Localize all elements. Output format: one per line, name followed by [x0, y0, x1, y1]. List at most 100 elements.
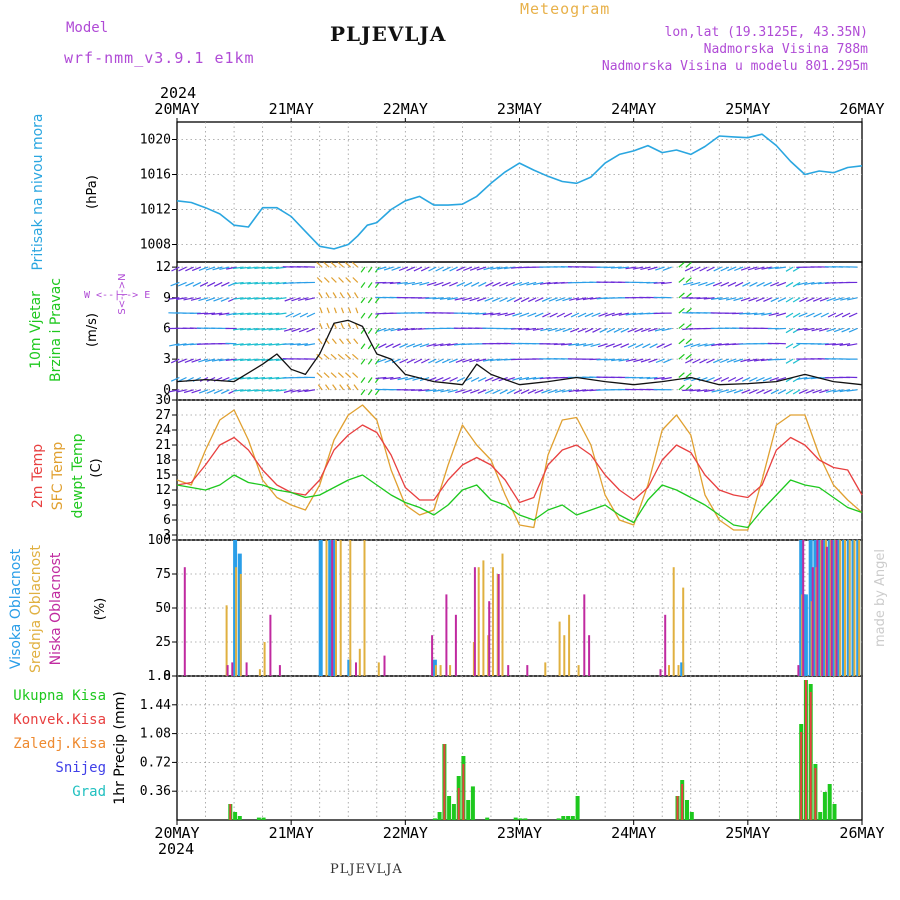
wind-arrow — [476, 358, 487, 362]
temp2m-axis-label: 2m Temp — [30, 444, 46, 508]
wind-arrow — [316, 372, 323, 378]
wind-arrow — [792, 281, 801, 288]
wind-arrow — [268, 297, 280, 300]
y-tick-label: 100 — [148, 533, 171, 548]
x-tick-label-bottom: 23MAY — [497, 824, 542, 842]
wind-arrow — [254, 281, 266, 285]
x-tick-label-bottom: 21MAY — [269, 824, 314, 842]
cloud-bar-2 — [825, 546, 828, 676]
precip-bar-0 — [437, 812, 442, 820]
wind-arrow — [306, 327, 316, 333]
cloud-bar-2 — [226, 665, 229, 676]
wind-arrow — [575, 297, 587, 301]
wind-arrow — [620, 327, 630, 333]
wind-arrow — [660, 281, 672, 285]
wind-arrow — [325, 292, 330, 299]
wind-arrow — [655, 266, 665, 271]
wind-arrow — [268, 389, 280, 392]
precip-bar-0 — [513, 817, 518, 820]
wind-units: (m/s) — [85, 313, 100, 347]
y-tick-label: 0.36 — [140, 784, 171, 799]
wind-arrow — [232, 281, 244, 285]
x-tick-label-bottom: 26MAY — [839, 824, 884, 842]
y-tick-label: 1008 — [140, 238, 171, 253]
wind-arrow — [776, 312, 787, 317]
cloud-bar-2 — [278, 665, 281, 676]
wind-arrow — [316, 261, 323, 268]
wind-arrow — [846, 343, 858, 347]
wind-arrow — [811, 281, 822, 285]
wind-arrow — [247, 312, 258, 316]
precip-bar-1 — [809, 692, 812, 820]
y-tick-label: 9 — [163, 498, 171, 513]
wind-arrow — [632, 312, 644, 316]
wind-arrow — [740, 266, 751, 271]
wind-arrow — [812, 297, 822, 302]
wind-arrow — [340, 307, 345, 314]
wind-arrow — [704, 343, 715, 347]
cloud-bar-1 — [239, 574, 242, 676]
wind-arrow — [756, 281, 765, 287]
wind-arrow — [339, 384, 344, 391]
wind-arrow — [426, 343, 437, 347]
wind-arrow — [337, 353, 344, 360]
wind-arrow — [232, 327, 244, 331]
year-label-top: 2024 — [160, 84, 196, 102]
cloud-bar-1 — [335, 540, 337, 676]
wind-arrow — [639, 376, 651, 379]
y-tick-label: 6 — [163, 321, 171, 336]
wind-arrow — [655, 358, 665, 364]
wind-arrow — [254, 266, 266, 270]
wind-arrow — [813, 312, 822, 318]
wind-arrow — [475, 312, 487, 315]
wind-arrow — [577, 327, 587, 333]
wind-arrow — [406, 358, 416, 364]
wind-arrow — [477, 389, 487, 394]
wind-arrow — [540, 327, 551, 332]
precip-bar-0 — [566, 816, 571, 820]
wind-arrow — [476, 297, 487, 302]
wind-arrow — [775, 266, 786, 270]
wind-arrow — [382, 376, 394, 380]
wind-arrow — [692, 358, 701, 364]
wind-arrow — [376, 266, 387, 271]
precip-bar-0 — [832, 804, 837, 820]
model-name: wrf-nmm_v3.9.1 e1km — [64, 49, 255, 67]
wind-arrow — [360, 358, 366, 365]
wind-arrow — [768, 266, 779, 270]
wind-arrow — [399, 358, 408, 364]
sfctemp-axis-label: SFC Temp — [50, 442, 66, 511]
precip-bar-0 — [523, 818, 528, 820]
precip-bar-1 — [804, 680, 807, 820]
wind-arrow — [534, 297, 544, 303]
x-tick-label-top: 22MAY — [383, 100, 428, 118]
wind-arrow — [646, 281, 658, 284]
wind-arrow — [510, 327, 522, 330]
wind-arrow — [404, 327, 415, 331]
wind-arrow — [247, 376, 258, 380]
wind-arrow — [589, 297, 601, 300]
wind-arrow — [392, 343, 401, 349]
wind-arrow — [367, 312, 373, 319]
cloud-bar-2 — [355, 662, 357, 676]
wind-arrow — [611, 312, 622, 317]
wind-arrow — [527, 389, 537, 394]
wind-arrow — [425, 297, 437, 300]
wind-arrow — [528, 297, 537, 303]
cloud-bar-1 — [482, 560, 485, 676]
wind-arrow — [374, 343, 380, 350]
wind-arrow — [247, 389, 258, 392]
cloud-bar-1 — [263, 642, 266, 676]
wind-arrow — [397, 376, 408, 381]
dewpt-axis-label: dewpt Temp — [70, 433, 86, 518]
wind-arrow — [568, 389, 580, 393]
wind-arrow — [332, 292, 337, 299]
wind-arrow — [740, 297, 751, 302]
wind-arrow — [663, 358, 672, 364]
year-label-bottom: 2024 — [158, 840, 194, 858]
wind-arrow — [211, 312, 223, 316]
cloud-bar-1 — [558, 621, 561, 676]
cloud-bar-1 — [439, 665, 442, 676]
wind-arrow — [261, 376, 273, 380]
